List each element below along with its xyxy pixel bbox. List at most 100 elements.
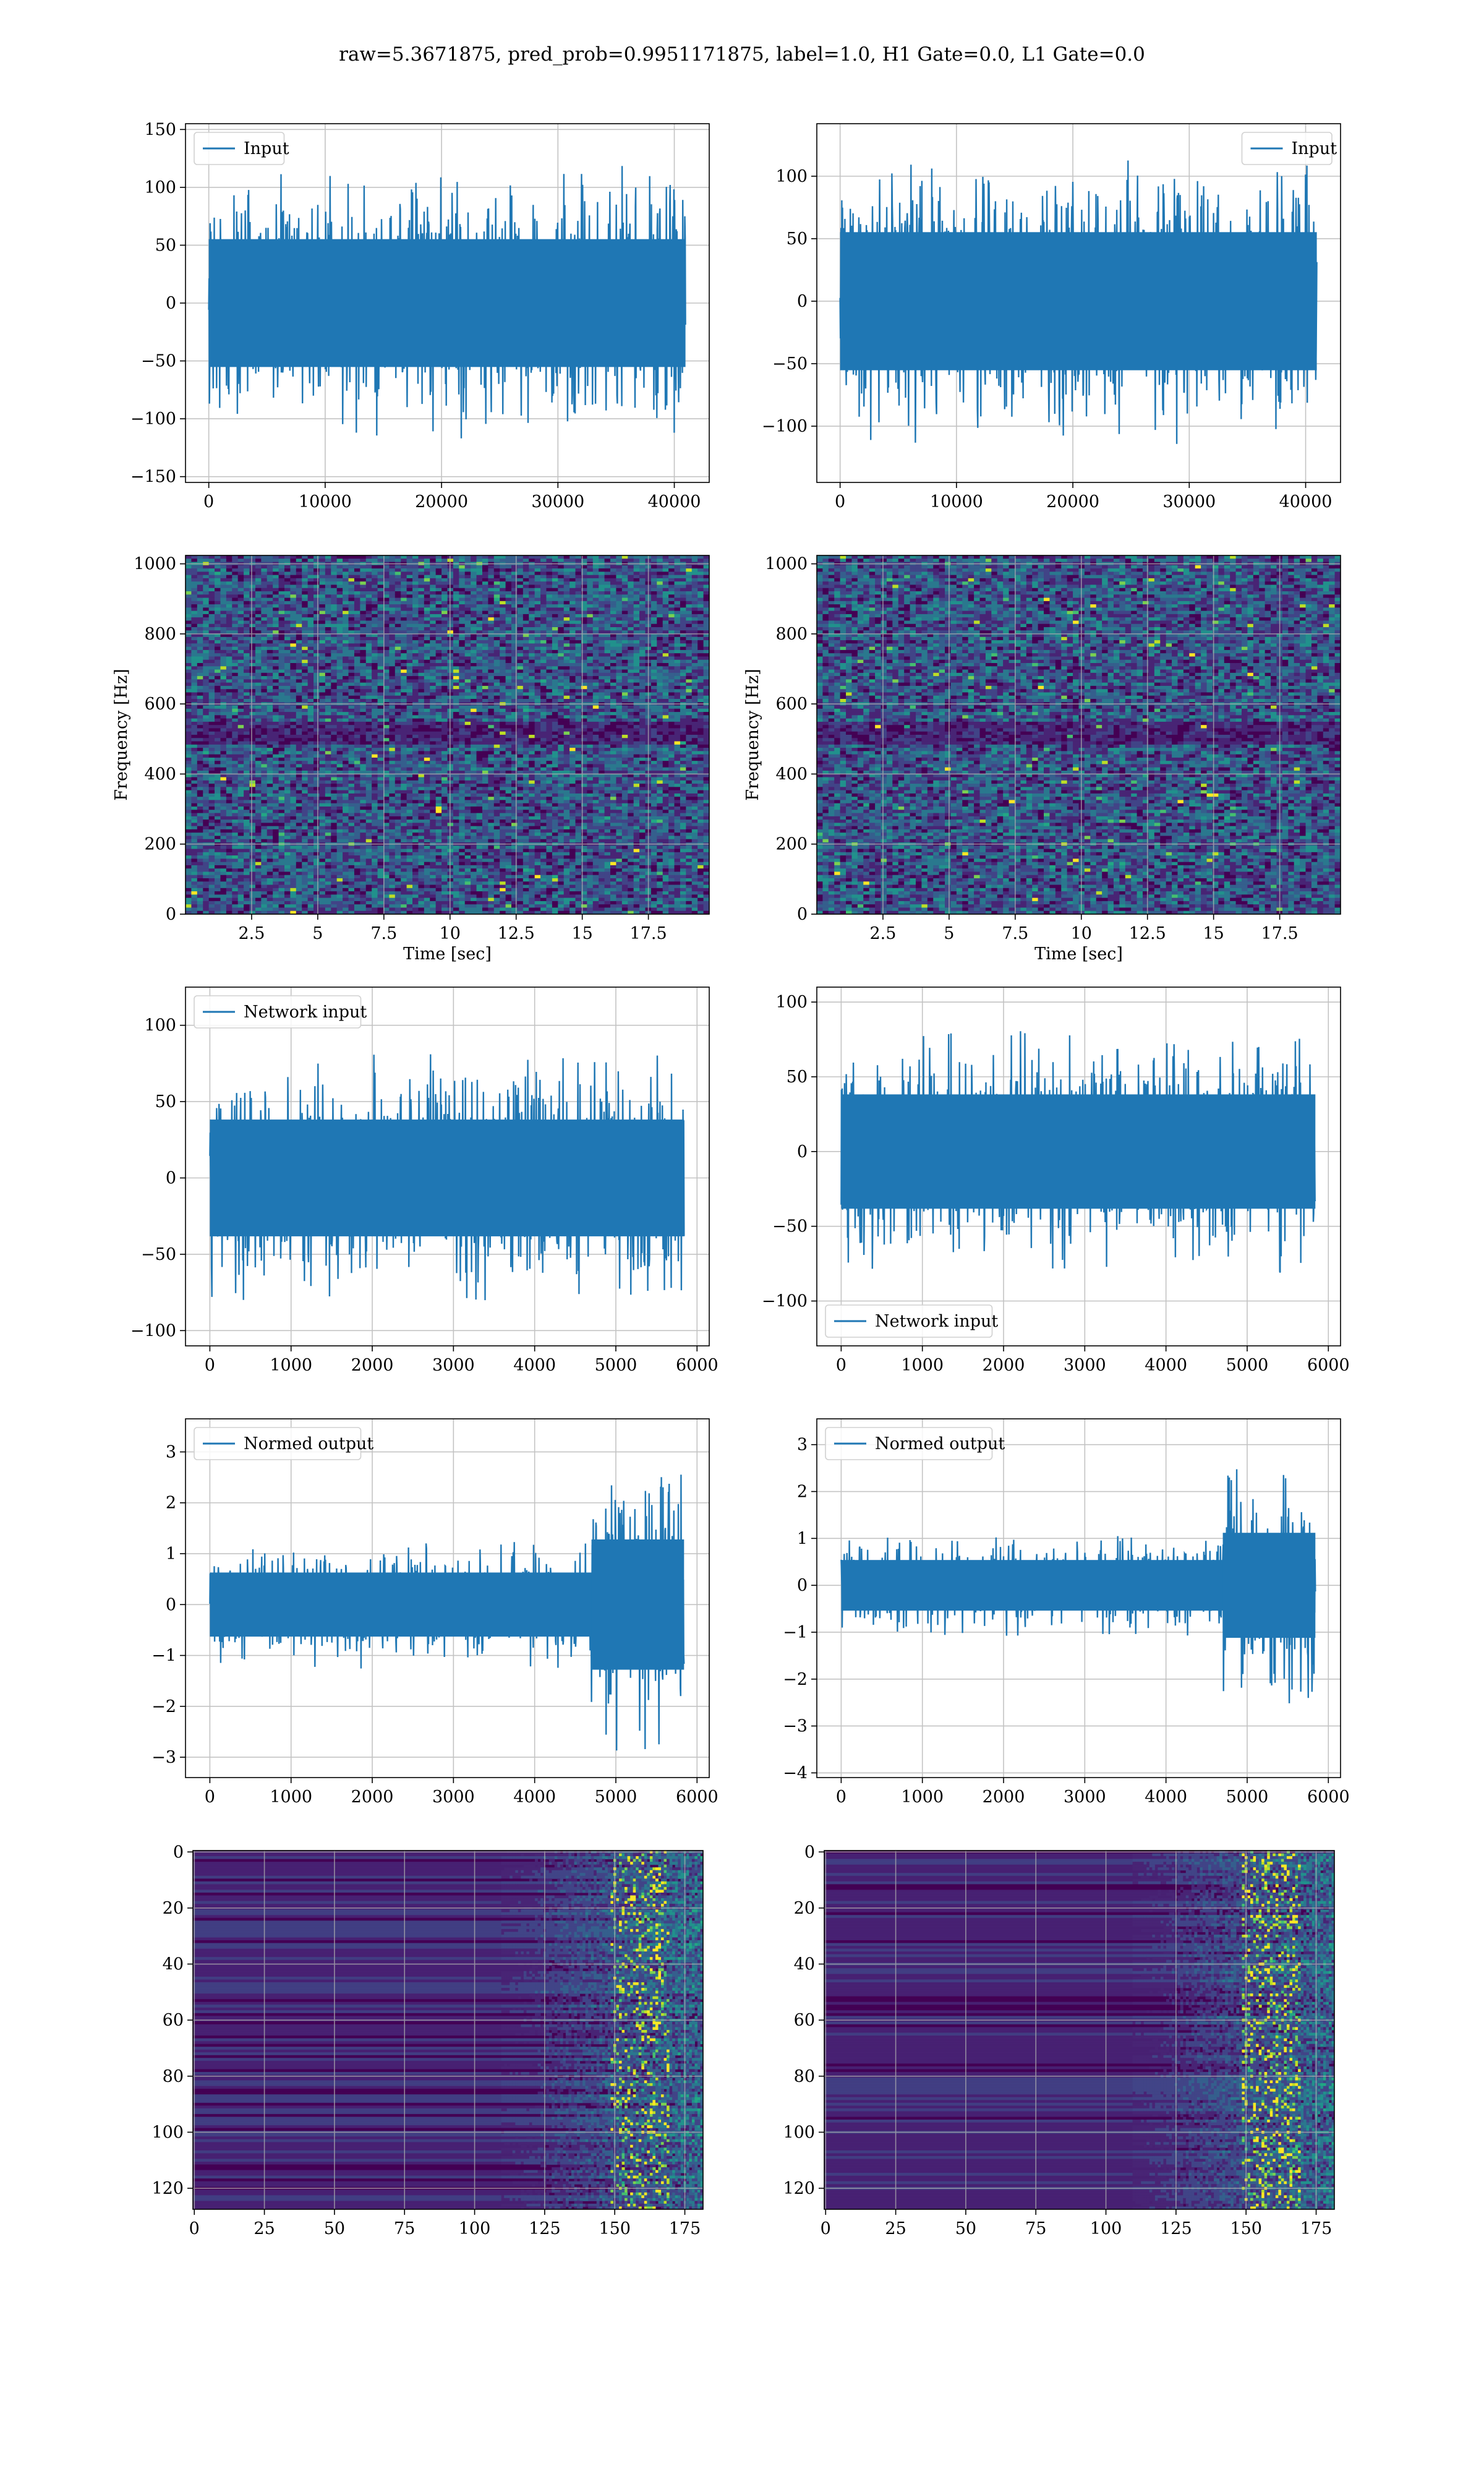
x-tick-label: 175 (669, 2219, 701, 2238)
y-tick-label: −4 (783, 1763, 808, 1783)
series-band (840, 232, 1317, 370)
y-tick-label: 20 (794, 1899, 815, 1918)
legend: Normed output (825, 1427, 1005, 1460)
y-tick-label: 3 (166, 1442, 176, 1462)
x-tick-label: 150 (599, 2219, 631, 2238)
y-tick-label: 50 (155, 1092, 176, 1111)
y-tick-label: 40 (163, 1955, 184, 1974)
series-band (210, 1119, 684, 1236)
x-tick-label: 1000 (270, 1787, 312, 1807)
y-tick-label: −2 (783, 1670, 808, 1689)
x-tick-label: 12.5 (498, 924, 535, 943)
y-tick-label: 120 (151, 2179, 184, 2198)
axes-frame (185, 987, 710, 1346)
axes-frame (816, 1418, 1341, 1778)
x-tick-label: 6000 (676, 1356, 719, 1375)
x-tick-label: 0 (821, 2219, 831, 2238)
y-tick-label: 1000 (765, 555, 808, 574)
axes-frame (816, 123, 1341, 483)
panel-spec-l1: 2.5 5 7.5 10 12.5 15 17.5 0 200 400 600 800 1000 Time… (743, 555, 1341, 964)
x-tick-label: 0 (836, 1787, 846, 1807)
y-tick-label: 600 (775, 695, 808, 714)
y-tick-label: 3 (797, 1436, 808, 1455)
y-axis-label: Frequency [Hz] (112, 669, 131, 800)
y-tick-label: 0 (166, 905, 176, 924)
legend: Input (1241, 132, 1337, 165)
y-tick-label: 0 (804, 1843, 815, 1862)
x-tick-label: 7.5 (370, 924, 397, 943)
y-tick-label: 150 (144, 120, 176, 139)
grid-lines (824, 1851, 1334, 2209)
y-tick-label: −100 (130, 1321, 176, 1340)
x-tick-label: 2.5 (238, 924, 265, 943)
y-tick-label: 80 (794, 2067, 815, 2086)
y-tick-label: 0 (166, 294, 176, 313)
x-tick-label: 0 (835, 492, 845, 511)
panel-input-h1: 0 10000 20000 30000 40000 −150 −100 −50 0 50 100 15… (130, 120, 710, 511)
x-tick-label: 20000 (1046, 492, 1099, 511)
y-tick-label: −2 (151, 1697, 176, 1716)
panel-norm-l1: 0 1000 2000 3000 4000 5000 6000 −4 −3 −2 −1 0 1 2 3 Nor… (783, 1418, 1350, 1807)
x-tick-label: 40000 (1279, 492, 1333, 511)
axes-frame (192, 1850, 704, 2210)
x-tick-label: 100 (459, 2219, 491, 2238)
x-tick-label: 100 (1090, 2219, 1122, 2238)
legend: Network input (194, 995, 367, 1029)
x-tick-label: 15 (571, 924, 592, 943)
y-tick-label: 100 (775, 167, 808, 186)
y-tick-label: −1 (151, 1646, 176, 1666)
x-tick-label: 0 (189, 2219, 200, 2238)
axes-frame (816, 555, 1341, 915)
x-tick-label: 10000 (930, 492, 983, 511)
x-tick-label: 5 (944, 924, 954, 943)
y-tick-label: 60 (794, 2011, 815, 2030)
x-axis-label: Time [sec] (1034, 944, 1123, 964)
x-tick-label: 2000 (351, 1787, 394, 1807)
x-tick-label: 3000 (432, 1356, 475, 1375)
legend: Input (194, 132, 289, 165)
y-tick-label: 40 (794, 1955, 815, 1974)
y-tick-label: −100 (762, 417, 808, 436)
series-burst-band (1222, 1533, 1316, 1638)
heatmap-cells (817, 555, 1341, 914)
axes-frame (824, 1850, 1335, 2210)
heatmap-cells (186, 555, 709, 914)
x-tick-label: 30000 (1162, 492, 1216, 511)
x-tick-label: 5000 (1226, 1787, 1269, 1807)
figure-title: raw=5.3671875, pred_prob=0.9951171875, l… (0, 43, 1484, 66)
heatmap-cells (193, 1851, 703, 2209)
legend: Network input (825, 1304, 998, 1338)
x-tick-label: 4000 (513, 1356, 556, 1375)
legend-label: Input (1292, 139, 1337, 158)
y-tick-label: 0 (797, 1142, 808, 1162)
legend-box (825, 1427, 993, 1460)
x-tick-label: 25 (254, 2219, 275, 2238)
y-tick-label: 800 (775, 625, 808, 644)
legend-box (194, 995, 362, 1029)
panel-input-l1: 0 10000 20000 30000 40000 −100 −50 0 50 100 Input (762, 123, 1341, 511)
legend: Normed output (194, 1427, 373, 1460)
x-tick-label: 125 (1160, 2219, 1192, 2238)
series-burst-band (591, 1539, 684, 1670)
grid-lines (193, 1851, 703, 2209)
panel-feat-h1: 0 25 50 75 100 125 150 175 0 20 40 60 80 100 120 (151, 1843, 704, 2238)
series-band (841, 1094, 1316, 1209)
x-tick-label: 1000 (270, 1356, 312, 1375)
x-tick-label: 1000 (901, 1787, 944, 1807)
legend-label: Network input (875, 1312, 998, 1331)
y-tick-label: 0 (797, 292, 808, 311)
x-tick-label: 25 (885, 2219, 906, 2238)
y-tick-label: −100 (130, 409, 176, 429)
y-tick-label: 100 (144, 178, 176, 197)
x-tick-label: 40000 (648, 492, 701, 511)
axes-frame (185, 1418, 710, 1778)
y-tick-label: 50 (155, 236, 176, 255)
x-tick-label: 5000 (595, 1356, 638, 1375)
y-tick-label: 50 (787, 1068, 808, 1087)
y-tick-label: 200 (144, 835, 176, 854)
y-tick-label: 200 (775, 835, 808, 854)
x-tick-label: 17.5 (1261, 924, 1298, 943)
x-tick-label: 6000 (1307, 1356, 1350, 1375)
y-tick-label: −3 (151, 1748, 176, 1767)
